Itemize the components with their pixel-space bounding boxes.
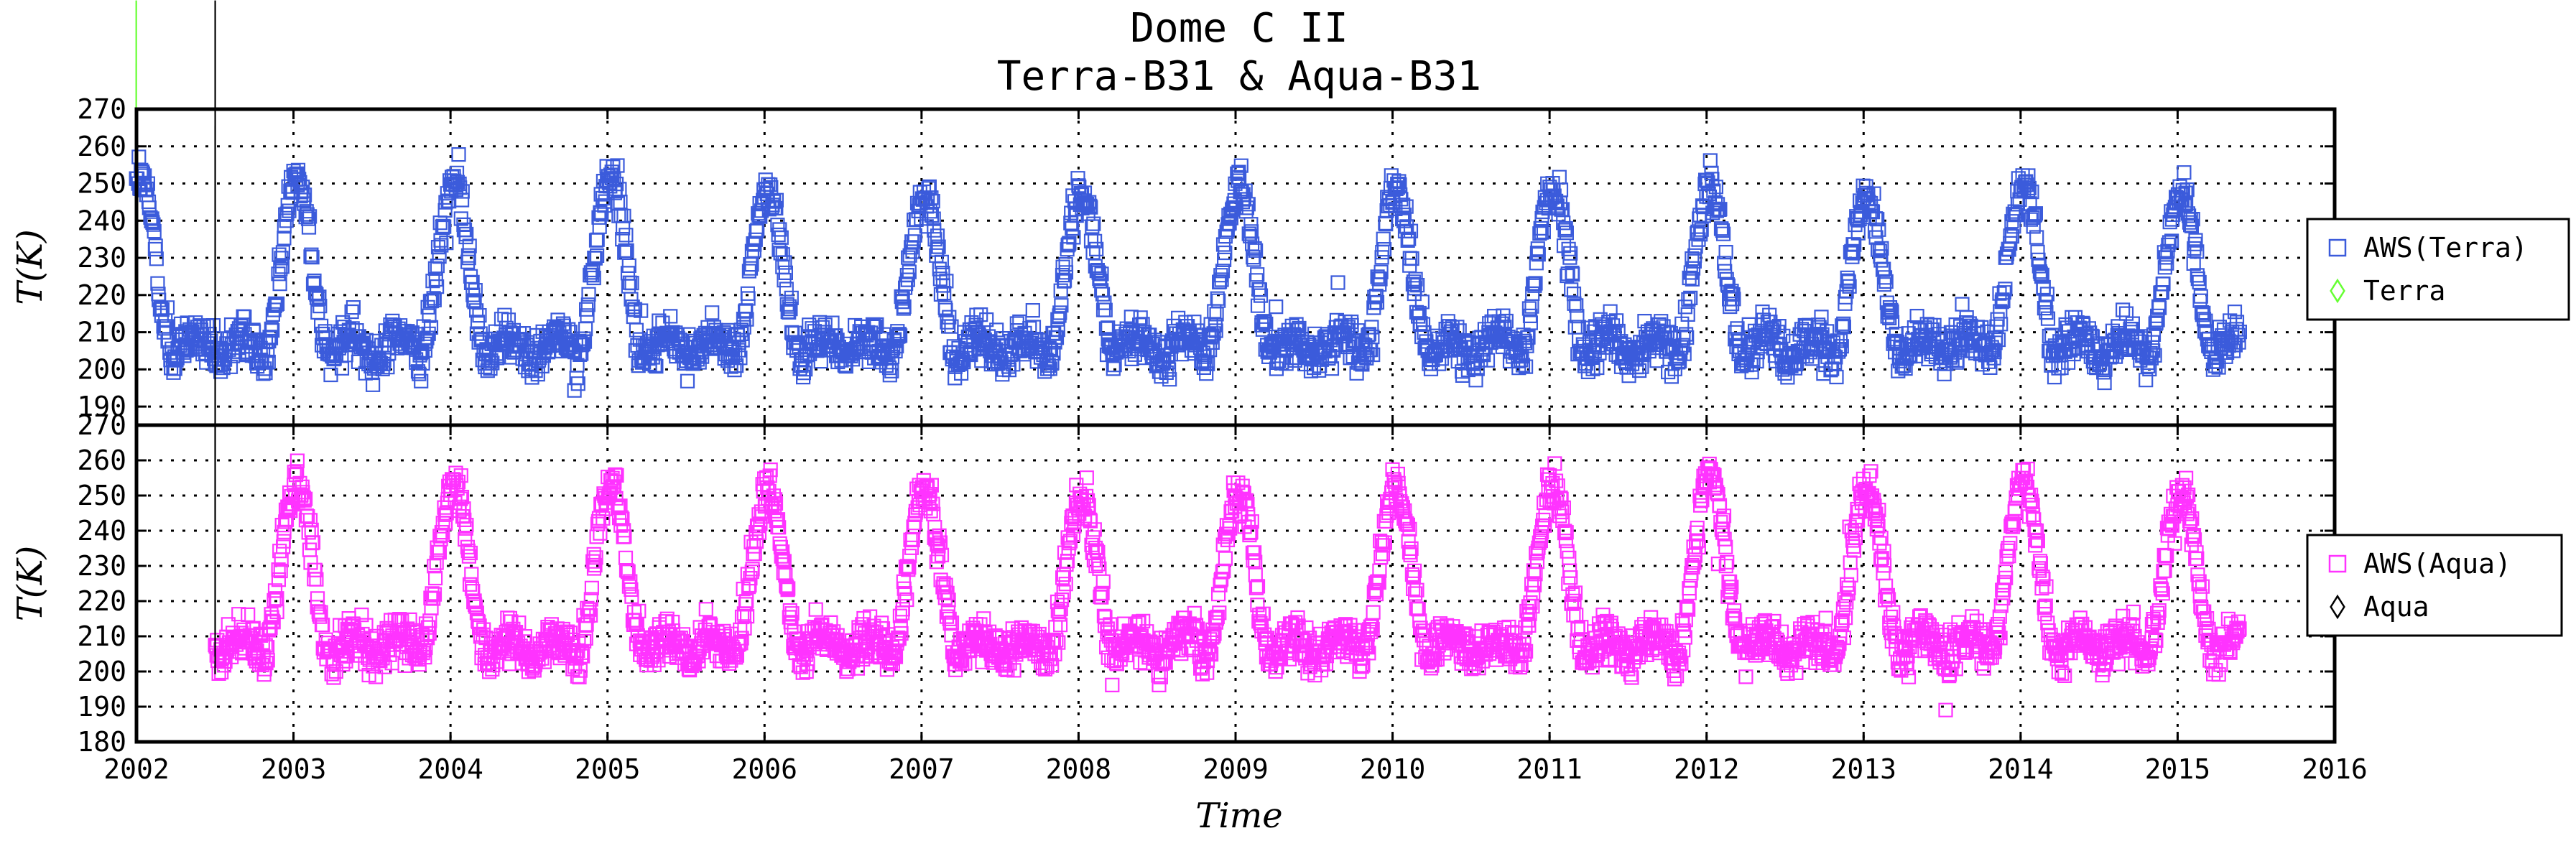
y-tick-label: 210: [77, 620, 126, 652]
x-tick-label: 2003: [261, 753, 327, 785]
x-tick-label: 2013: [1831, 753, 1897, 785]
x-tick-label: 2005: [575, 753, 641, 785]
y-tick-label: 270: [77, 409, 126, 441]
plot-layer: 190200210220230240250260270T(K)AWS(Terra…: [10, 1, 2569, 785]
x-tick-label: 2012: [1674, 753, 1740, 785]
x-tick-label: 2015: [2145, 753, 2211, 785]
panel-2: 180190200210220230240250260270T(K)AWS(Aq…: [10, 1, 2562, 758]
y-axis-label: T(K): [10, 546, 50, 621]
legend-label: AWS(Terra): [2363, 232, 2528, 264]
legend-label: AWS(Aqua): [2363, 548, 2511, 580]
x-tick-label: 2006: [732, 753, 798, 785]
legend: AWS(Aqua) Aqua: [2307, 535, 2562, 636]
x-tick-label: 2011: [1516, 753, 1583, 785]
y-axis-label: T(K): [10, 229, 50, 305]
y-tick-label: 200: [77, 353, 126, 385]
y-tick-label: 260: [77, 445, 126, 476]
series-markers: [130, 148, 2246, 396]
y-tick-label: 240: [77, 205, 126, 236]
x-tick-label: 2016: [2302, 753, 2368, 785]
chart-title: Dome C II: [1130, 5, 1348, 52]
y-tick-label: 200: [77, 656, 126, 687]
y-tick-label: 230: [77, 242, 126, 274]
y-tick-label: 210: [77, 317, 126, 348]
legend: AWS(Terra) Terra: [2307, 219, 2569, 320]
x-tick-label: 2008: [1046, 753, 1112, 785]
x-tick-label: 2007: [889, 753, 955, 785]
y-tick-label: 240: [77, 515, 126, 547]
series-aws-terra-: [130, 148, 2246, 396]
x-tick-label: 2009: [1203, 753, 1269, 785]
x-tick-label: 2004: [417, 753, 483, 785]
y-tick-label: 190: [77, 691, 126, 722]
legend-label: Aqua: [2363, 591, 2429, 623]
chart-subtitle: Terra-B31 & Aqua-B31: [997, 53, 1481, 100]
y-tick-label: 250: [77, 168, 126, 200]
y-tick-label: 250: [77, 480, 126, 511]
x-tick-label: 2014: [1988, 753, 2054, 785]
y-tick-label: 270: [77, 93, 126, 125]
y-tick-label: 220: [77, 279, 126, 311]
y-tick-label: 230: [77, 550, 126, 582]
series-aws-aqua-: [209, 455, 2246, 717]
x-tick-label: 2002: [103, 753, 170, 785]
series-markers: [209, 455, 2246, 717]
legend-label: Terra: [2363, 275, 2445, 307]
y-tick-label: 260: [77, 131, 126, 162]
y-tick-label: 220: [77, 585, 126, 617]
x-tick-label: 2010: [1360, 753, 1426, 785]
x-axis-label: Time: [1195, 796, 1282, 836]
